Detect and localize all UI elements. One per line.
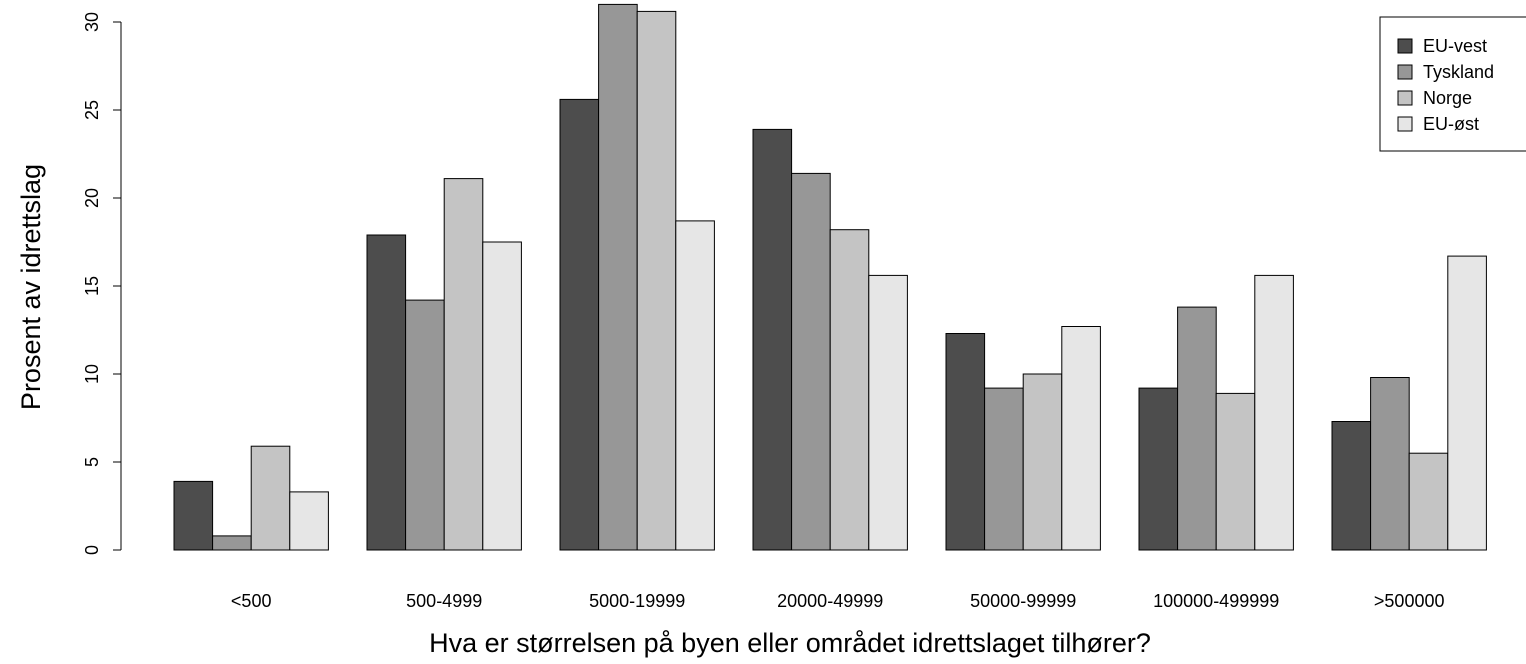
legend-swatch bbox=[1397, 90, 1413, 106]
legend-label: EU-vest bbox=[1423, 36, 1487, 56]
bar-tyskland-1 bbox=[405, 299, 445, 551]
x-category-label: <500 bbox=[231, 591, 272, 611]
y-axis: 0 5 10 15 20 25 30 bbox=[82, 12, 122, 555]
bar-eu-vest-5 bbox=[1138, 387, 1179, 551]
x-category-label: 5000-19999 bbox=[589, 591, 685, 611]
legend-label: Tyskland bbox=[1423, 62, 1494, 82]
y-tick-label: 5 bbox=[82, 457, 102, 467]
bar-tyskland-2 bbox=[598, 3, 638, 551]
y-axis-title: Prosent av idrettslag bbox=[16, 164, 46, 410]
x-category-label: 100000-499999 bbox=[1153, 591, 1279, 611]
x-axis-category-labels: <500 500-4999 5000-19999 20000-49999 50000-9… bbox=[231, 591, 1445, 611]
x-axis-title: Hva er størrelsen på byen eller området … bbox=[429, 628, 1151, 658]
y-tick-label: 0 bbox=[82, 545, 102, 555]
bar-tyskland-0 bbox=[212, 535, 252, 551]
y-tick-label: 15 bbox=[82, 276, 102, 296]
bar-norge-1 bbox=[443, 178, 484, 551]
y-tick-label: 10 bbox=[82, 364, 102, 384]
bar-eu-st-5 bbox=[1254, 274, 1294, 551]
bar-eu-st-6 bbox=[1447, 255, 1487, 551]
bar-tyskland-5 bbox=[1177, 306, 1217, 551]
bar-tyskland-3 bbox=[791, 172, 831, 551]
bar-eu-vest-1 bbox=[366, 234, 407, 551]
bar-norge-4 bbox=[1022, 373, 1063, 551]
legend-swatch bbox=[1397, 64, 1413, 80]
x-category-label: 20000-49999 bbox=[777, 591, 883, 611]
legend-label: Norge bbox=[1423, 88, 1472, 108]
bar-norge-2 bbox=[636, 10, 677, 551]
y-tick-label: 20 bbox=[82, 188, 102, 208]
bar-norge-5 bbox=[1215, 392, 1256, 551]
bar-eu-vest-2 bbox=[559, 98, 600, 551]
bar-eu-vest-6 bbox=[1331, 421, 1372, 551]
bar-eu-st-3 bbox=[868, 274, 908, 551]
bar-eu-st-0 bbox=[289, 491, 329, 551]
bar-eu-st-4 bbox=[1061, 326, 1101, 551]
bar-norge-3 bbox=[829, 229, 870, 551]
bar-eu-st-2 bbox=[675, 220, 715, 551]
legend-swatch bbox=[1397, 116, 1413, 132]
x-category-label: 500-4999 bbox=[406, 591, 482, 611]
bar-eu-vest-4 bbox=[945, 333, 986, 551]
y-tick-label: 25 bbox=[82, 100, 102, 120]
bars-layer bbox=[173, 3, 1487, 551]
legend: EU-vest Tyskland Norge EU-øst bbox=[1379, 16, 1526, 152]
x-category-label: 50000-99999 bbox=[970, 591, 1076, 611]
x-category-label: >500000 bbox=[1374, 591, 1445, 611]
bar-tyskland-4 bbox=[984, 387, 1024, 551]
bar-eu-st-1 bbox=[482, 241, 522, 551]
bar-eu-vest-0 bbox=[173, 480, 214, 551]
y-tick-label: 30 bbox=[82, 12, 102, 32]
bar-norge-6 bbox=[1408, 452, 1449, 551]
bar-tyskland-6 bbox=[1370, 377, 1410, 551]
bar-norge-0 bbox=[250, 445, 291, 551]
legend-swatch bbox=[1397, 38, 1413, 54]
legend-label: EU-øst bbox=[1423, 114, 1479, 134]
bar-eu-vest-3 bbox=[752, 128, 793, 551]
